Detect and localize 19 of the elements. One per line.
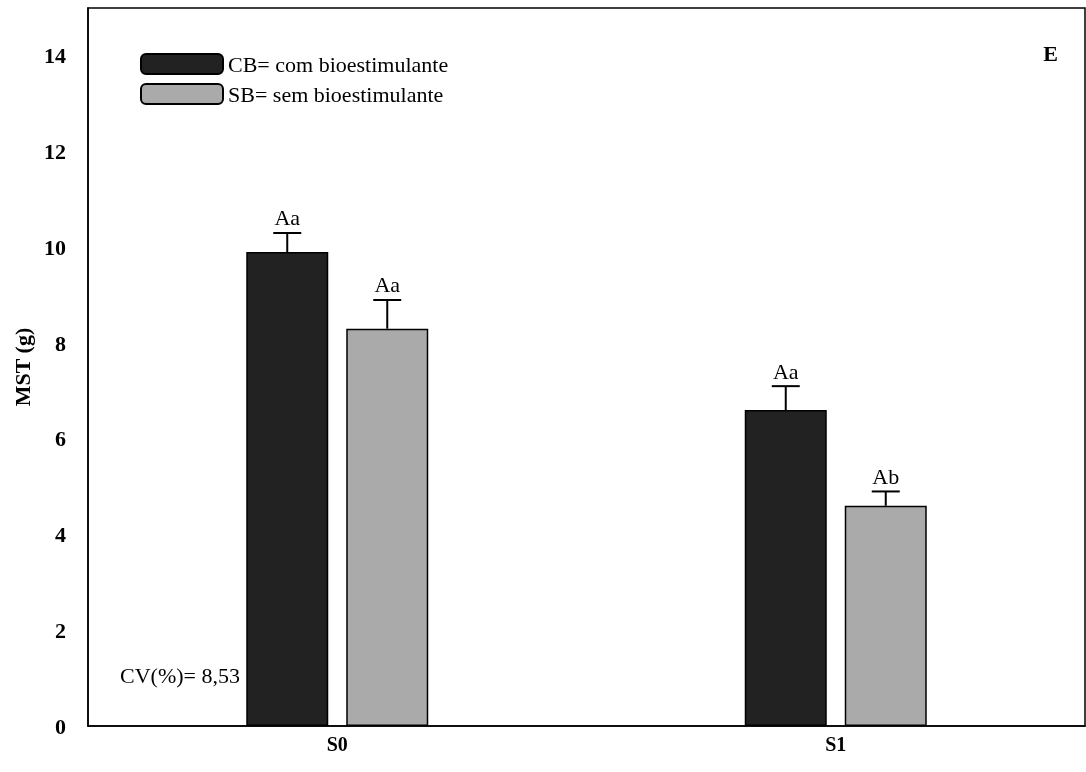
legend-label: SB= sem bioestimulante [228, 81, 444, 107]
y-axis-title: MST (g) [9, 327, 35, 407]
data-label: Aa [374, 272, 401, 298]
y-tick-label: 6 [55, 426, 66, 452]
y-tick-label: 12 [44, 139, 66, 165]
x-tick-label: S1 [825, 733, 847, 755]
y-tick-label: 0 [55, 713, 66, 739]
data-label: Ab [872, 463, 900, 489]
legend-label: CB= com bioestimulante [228, 51, 449, 77]
y-tick-label: 10 [44, 234, 66, 260]
y-tick-label: 4 [55, 522, 66, 548]
data-label: Aa [274, 205, 301, 231]
y-tick-label: 14 [44, 43, 66, 69]
annotation: E [1043, 40, 1059, 66]
x-tick-label: S0 [326, 733, 348, 755]
y-tick-label: 2 [55, 617, 66, 643]
data-label: Aa [772, 358, 799, 384]
y-tick-label: 8 [55, 330, 66, 356]
annotation: CV(%)= 8,53 [120, 662, 240, 688]
